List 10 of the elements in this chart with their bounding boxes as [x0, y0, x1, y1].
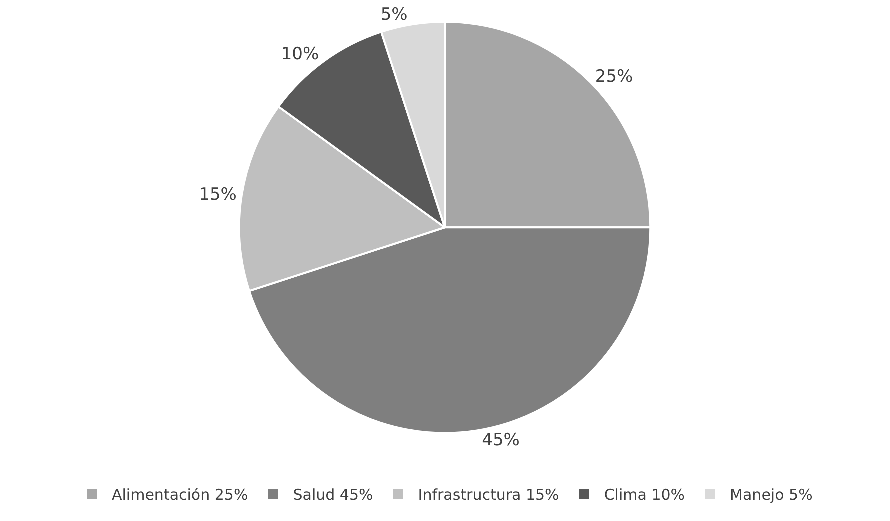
legend-label: Manejo 5% [730, 486, 813, 504]
data-label: 25% [595, 67, 634, 88]
data-label: 10% [281, 44, 320, 65]
legend-label: Infrastructura 15% [418, 486, 560, 504]
data-label: 45% [482, 430, 520, 450]
data-label: 15% [199, 185, 237, 206]
data-label: 5% [380, 4, 408, 25]
legend-label: Alimentación 25% [112, 486, 248, 504]
legend-label: Clima 10% [604, 486, 686, 504]
legend-label: Salud 45% [293, 486, 374, 504]
